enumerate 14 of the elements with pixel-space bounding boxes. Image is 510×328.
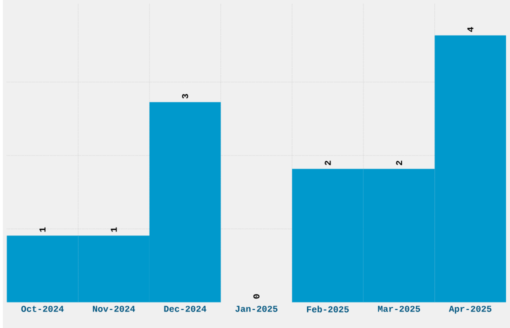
data-label: 2 bbox=[396, 160, 402, 166]
x-tick-label: Oct-2024 bbox=[21, 306, 64, 312]
data-label: 2 bbox=[324, 160, 331, 166]
data-label: 0 bbox=[253, 294, 260, 299]
data-label: 1 bbox=[40, 227, 46, 232]
x-tick-label: Dec-2024 bbox=[164, 306, 206, 312]
x-tick-label: Apr-2025 bbox=[448, 306, 492, 314]
x-tick-label: Feb-2025 bbox=[306, 306, 349, 312]
x-tick-label: Mar-2025 bbox=[378, 306, 420, 312]
data-label: 1 bbox=[110, 227, 117, 232]
x-tick-label: Jan-2025 bbox=[235, 306, 278, 312]
x-tick-label: Nov-2024 bbox=[92, 306, 136, 312]
data-label: 4 bbox=[467, 26, 474, 32]
data-label: 3 bbox=[182, 94, 188, 98]
